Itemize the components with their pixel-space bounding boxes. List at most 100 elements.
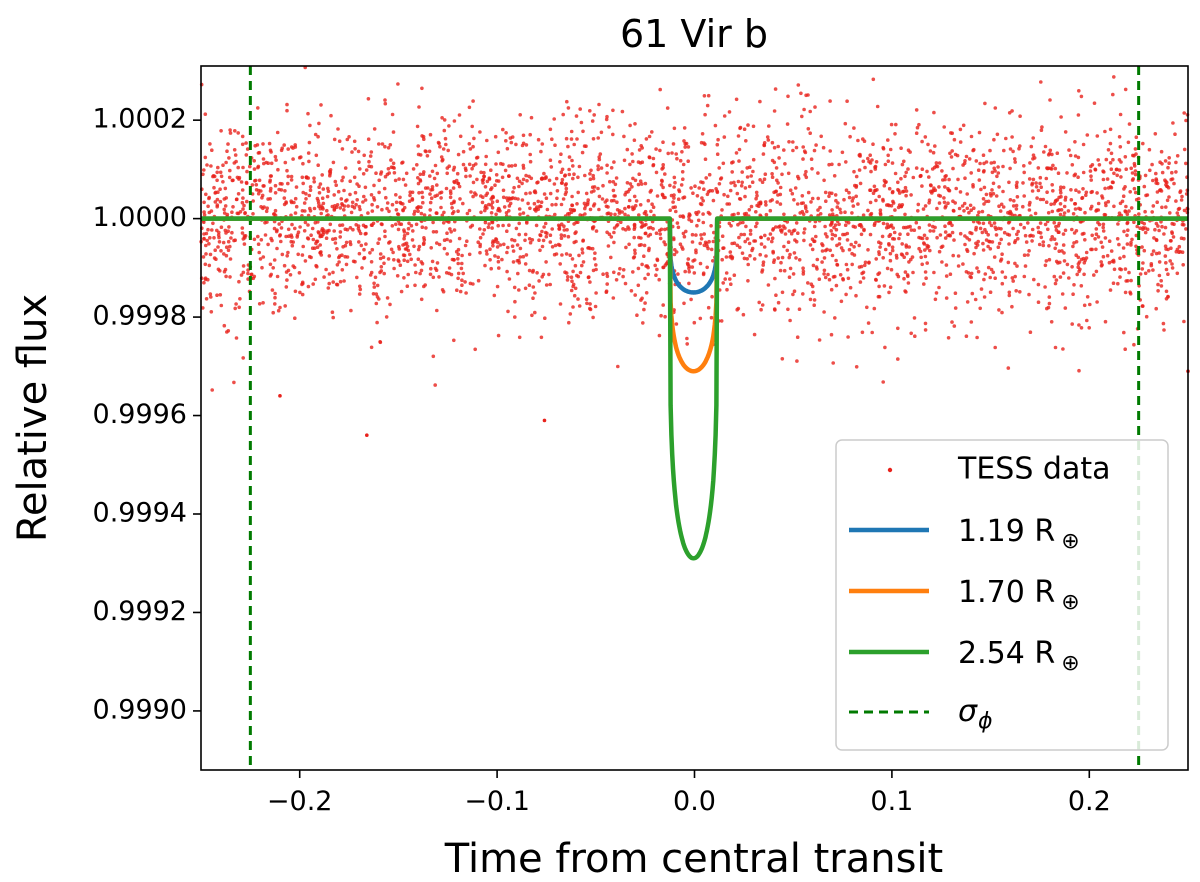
data-point xyxy=(1062,259,1067,263)
data-point xyxy=(310,226,315,231)
data-point xyxy=(401,202,405,206)
data-point xyxy=(528,191,532,195)
data-point xyxy=(572,208,576,213)
data-point xyxy=(861,213,866,217)
data-point xyxy=(1103,129,1107,134)
data-point xyxy=(1053,281,1058,286)
data-point xyxy=(760,270,764,274)
data-point xyxy=(778,268,783,273)
data-point xyxy=(682,126,687,130)
data-point xyxy=(823,224,827,229)
data-point xyxy=(1163,159,1168,163)
data-point xyxy=(964,270,969,274)
data-point xyxy=(332,193,337,197)
data-point xyxy=(906,281,911,285)
data-point xyxy=(1163,244,1168,248)
data-point xyxy=(816,171,820,175)
data-point xyxy=(891,201,896,205)
data-point xyxy=(739,184,744,188)
data-point xyxy=(793,238,797,242)
data-point xyxy=(215,197,220,202)
data-point xyxy=(793,186,798,190)
data-point xyxy=(483,205,488,210)
data-point xyxy=(794,145,799,150)
data-point xyxy=(265,220,269,224)
data-point xyxy=(1027,292,1031,297)
data-point xyxy=(871,77,876,82)
data-point xyxy=(1170,170,1174,175)
data-point xyxy=(240,226,245,230)
data-point xyxy=(1166,272,1170,277)
data-point xyxy=(320,227,325,231)
data-point xyxy=(820,249,825,253)
data-point xyxy=(202,210,206,214)
data-point xyxy=(1051,189,1055,193)
data-point xyxy=(1154,181,1158,185)
data-point xyxy=(826,272,830,277)
data-point xyxy=(559,222,564,226)
data-point xyxy=(775,200,779,204)
data-point xyxy=(850,199,855,203)
data-point xyxy=(484,249,489,253)
data-point xyxy=(878,211,883,215)
data-point xyxy=(404,171,409,176)
data-point xyxy=(747,241,752,246)
data-point xyxy=(866,156,870,161)
data-point xyxy=(435,171,440,176)
data-point xyxy=(489,266,494,271)
data-point xyxy=(597,207,601,212)
data-point xyxy=(289,178,294,182)
data-point xyxy=(982,277,986,282)
data-point xyxy=(459,266,464,271)
data-point xyxy=(1012,199,1016,203)
data-point xyxy=(321,232,325,236)
data-point xyxy=(285,278,289,282)
data-point xyxy=(204,252,208,256)
model-line-series-2 xyxy=(201,216,1188,374)
data-point xyxy=(265,206,270,210)
data-point xyxy=(415,163,419,167)
data-point xyxy=(704,176,708,180)
data-point xyxy=(313,277,318,282)
data-point xyxy=(327,254,332,258)
data-point xyxy=(369,345,374,350)
data-point xyxy=(293,143,298,147)
data-point xyxy=(1072,173,1077,178)
data-point xyxy=(521,211,526,215)
data-point xyxy=(548,158,553,162)
data-point xyxy=(978,161,982,166)
data-point xyxy=(553,143,557,147)
data-point xyxy=(801,292,805,296)
legend-label-sigma-phi-main: σ xyxy=(958,694,978,729)
data-point xyxy=(750,180,755,184)
data-point xyxy=(387,209,391,214)
data-point xyxy=(272,212,276,216)
data-point xyxy=(674,322,679,326)
data-point xyxy=(755,193,759,198)
data-point xyxy=(1089,190,1093,195)
data-point xyxy=(271,310,276,315)
data-point xyxy=(405,244,410,249)
data-point xyxy=(697,186,701,190)
legend-label-tess-data: TESS data xyxy=(957,452,1110,487)
data-point xyxy=(590,225,595,230)
data-point xyxy=(946,336,951,340)
data-point xyxy=(880,234,885,239)
data-point xyxy=(438,191,442,195)
data-point xyxy=(1159,149,1164,154)
data-point xyxy=(435,241,439,245)
data-point xyxy=(227,225,231,229)
y-axis-ticks: 0.99900.99920.99940.99960.99981.00001.00… xyxy=(93,104,201,725)
data-point xyxy=(1096,158,1100,162)
data-point xyxy=(1132,342,1136,347)
data-point xyxy=(1180,194,1184,199)
data-point xyxy=(1138,272,1143,276)
data-point xyxy=(815,257,820,262)
data-point xyxy=(1182,111,1186,115)
data-point xyxy=(552,117,556,121)
data-point xyxy=(353,259,357,264)
data-point xyxy=(1067,276,1071,280)
data-point xyxy=(657,277,661,282)
data-point xyxy=(979,187,983,192)
data-point xyxy=(1117,135,1122,139)
